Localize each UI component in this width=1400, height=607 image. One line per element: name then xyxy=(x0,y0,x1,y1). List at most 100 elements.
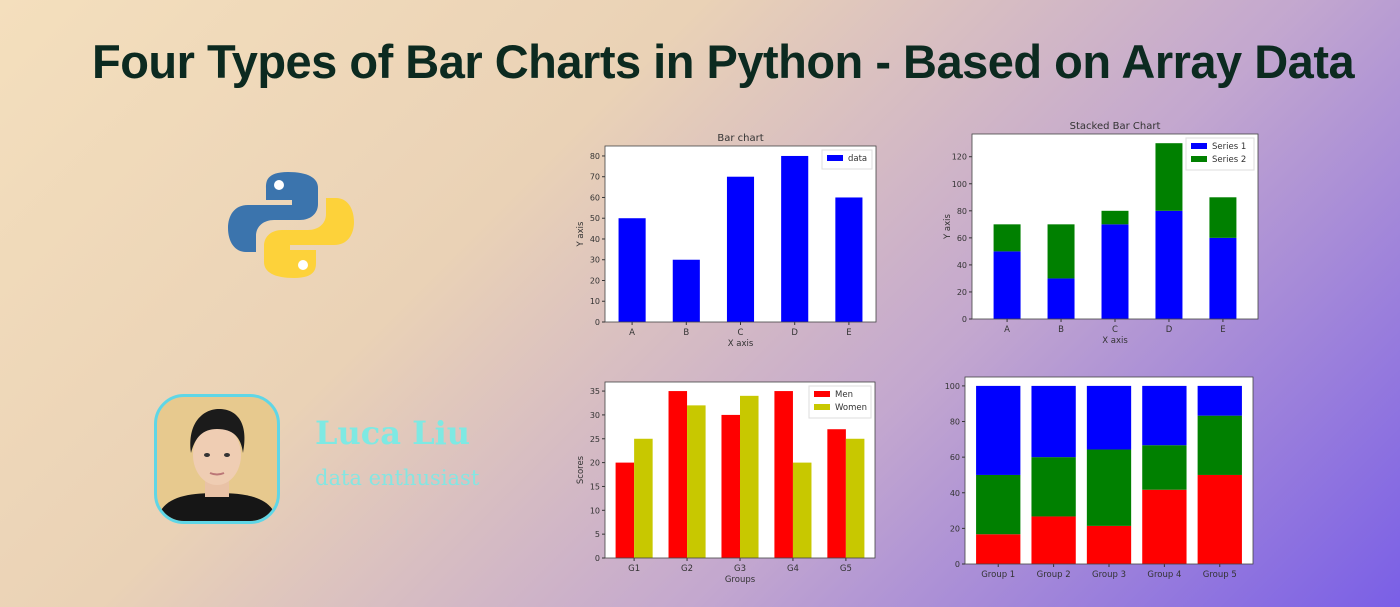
x-tick-label: D xyxy=(791,328,798,338)
y-tick-label: 0 xyxy=(595,318,600,327)
avatar xyxy=(154,394,280,524)
y-tick-label: 100 xyxy=(952,180,967,189)
legend-label: data xyxy=(848,154,867,164)
bar xyxy=(634,438,653,558)
bar xyxy=(672,259,700,322)
legend: Men Women xyxy=(808,385,872,419)
y-tick-label: 120 xyxy=(952,153,967,162)
y-tick-label: 20 xyxy=(590,459,600,468)
y-tick-label: 5 xyxy=(595,530,600,539)
x-tick-label: Group 3 xyxy=(1092,570,1126,580)
chart-1: A B C D E 0 10 20 30 40 50 60 70 80 Bar chart X axis Y a… xyxy=(576,133,877,349)
x-tick-label: Group 5 xyxy=(1203,570,1237,580)
y-tick-label: 10 xyxy=(590,297,600,306)
author-name: Luca Liu xyxy=(315,414,471,452)
legend-label: Series 1 xyxy=(1212,142,1246,152)
bar xyxy=(993,224,1021,252)
y-tick-label: 80 xyxy=(590,152,600,161)
y-tick-label: 80 xyxy=(950,418,960,427)
plot-frame xyxy=(604,145,877,323)
plot-frame xyxy=(604,381,876,559)
bar xyxy=(726,176,755,322)
y-tick-label: 40 xyxy=(590,235,600,244)
bar xyxy=(781,155,809,322)
bar xyxy=(740,395,759,558)
y-tick-label: 30 xyxy=(590,411,600,420)
x-tick-label: D xyxy=(1166,325,1173,335)
legend-swatch xyxy=(827,155,843,161)
x-tick-label: E xyxy=(1220,325,1225,335)
legend-label: Series 2 xyxy=(1212,155,1246,165)
y-tick-label: 100 xyxy=(945,382,960,391)
page-title: Four Types of Bar Charts in Python - Bas… xyxy=(92,35,1355,88)
y-tick-label: 20 xyxy=(590,276,600,285)
bar xyxy=(1142,445,1187,490)
plot-frame xyxy=(971,133,1259,320)
y-tick-label: 20 xyxy=(957,288,967,297)
chart-4: Group 1 Group 2 Group 3 Group 4 Group 5 0 20 40… xyxy=(945,376,1254,580)
y-tick-label: 35 xyxy=(590,387,600,396)
legend-label: Men xyxy=(835,390,853,400)
y-axis-label: Scores xyxy=(576,455,586,484)
y-tick-label: 0 xyxy=(955,560,960,569)
y-tick-label: 0 xyxy=(595,554,600,563)
legend: data xyxy=(821,149,873,170)
bar xyxy=(835,197,863,322)
chart-title: Bar chart xyxy=(717,133,763,144)
legend-swatch xyxy=(1191,143,1207,149)
bar xyxy=(1209,237,1237,319)
bar xyxy=(1101,224,1129,319)
legend-box xyxy=(821,149,873,170)
bar xyxy=(1142,385,1187,446)
y-tick-label: 80 xyxy=(957,207,967,216)
bar xyxy=(774,391,793,558)
x-tick-label: C xyxy=(1112,325,1118,335)
bar xyxy=(993,251,1021,319)
bar xyxy=(1155,143,1183,211)
chart-title: Stacked Bar Chart xyxy=(1070,121,1161,132)
x-tick-label: G4 xyxy=(787,564,799,574)
plot-frame xyxy=(964,376,1254,565)
bar xyxy=(1031,516,1076,564)
bar xyxy=(1209,197,1237,238)
bar xyxy=(721,414,740,558)
bar xyxy=(1197,415,1242,475)
bar xyxy=(845,438,865,558)
bar xyxy=(1047,224,1075,279)
bar xyxy=(1086,525,1132,564)
bar xyxy=(976,534,1021,564)
x-tick-label: B xyxy=(1058,325,1064,335)
bar xyxy=(1197,474,1242,564)
bar xyxy=(615,462,635,558)
x-tick-label: Group 2 xyxy=(1037,570,1071,580)
author-role: data enthusiast xyxy=(315,466,480,490)
x-tick-label: Group 1 xyxy=(981,570,1015,580)
y-tick-label: 30 xyxy=(590,256,600,265)
bar xyxy=(1086,449,1132,526)
bar xyxy=(1031,457,1076,517)
y-tick-label: 10 xyxy=(590,506,600,515)
x-tick-label: C xyxy=(738,328,744,338)
y-tick-label: 60 xyxy=(957,234,967,243)
bar xyxy=(976,474,1021,535)
y-tick-label: 60 xyxy=(950,453,960,462)
y-tick-label: 40 xyxy=(957,261,967,270)
bar xyxy=(827,429,846,558)
legend-swatch xyxy=(1191,156,1207,162)
x-tick-label: Group 4 xyxy=(1147,570,1181,580)
x-tick-label: A xyxy=(629,328,635,338)
legend-label: Women xyxy=(835,403,867,413)
legend-swatch xyxy=(814,391,830,397)
x-tick-label: G5 xyxy=(840,564,852,574)
bar xyxy=(976,385,1021,475)
chart-3: G1 G2 G3 G4 G5 0 5 10 15 20 25 30 35 Groups Scores Men W… xyxy=(576,381,876,585)
x-axis-label: Groups xyxy=(725,575,756,585)
legend-swatch xyxy=(814,404,830,410)
bar xyxy=(618,218,646,322)
bar xyxy=(1101,210,1129,225)
y-tick-label: 25 xyxy=(590,435,600,444)
y-tick-label: 70 xyxy=(590,173,600,182)
bar xyxy=(1031,385,1076,458)
x-tick-label: E xyxy=(846,328,851,338)
